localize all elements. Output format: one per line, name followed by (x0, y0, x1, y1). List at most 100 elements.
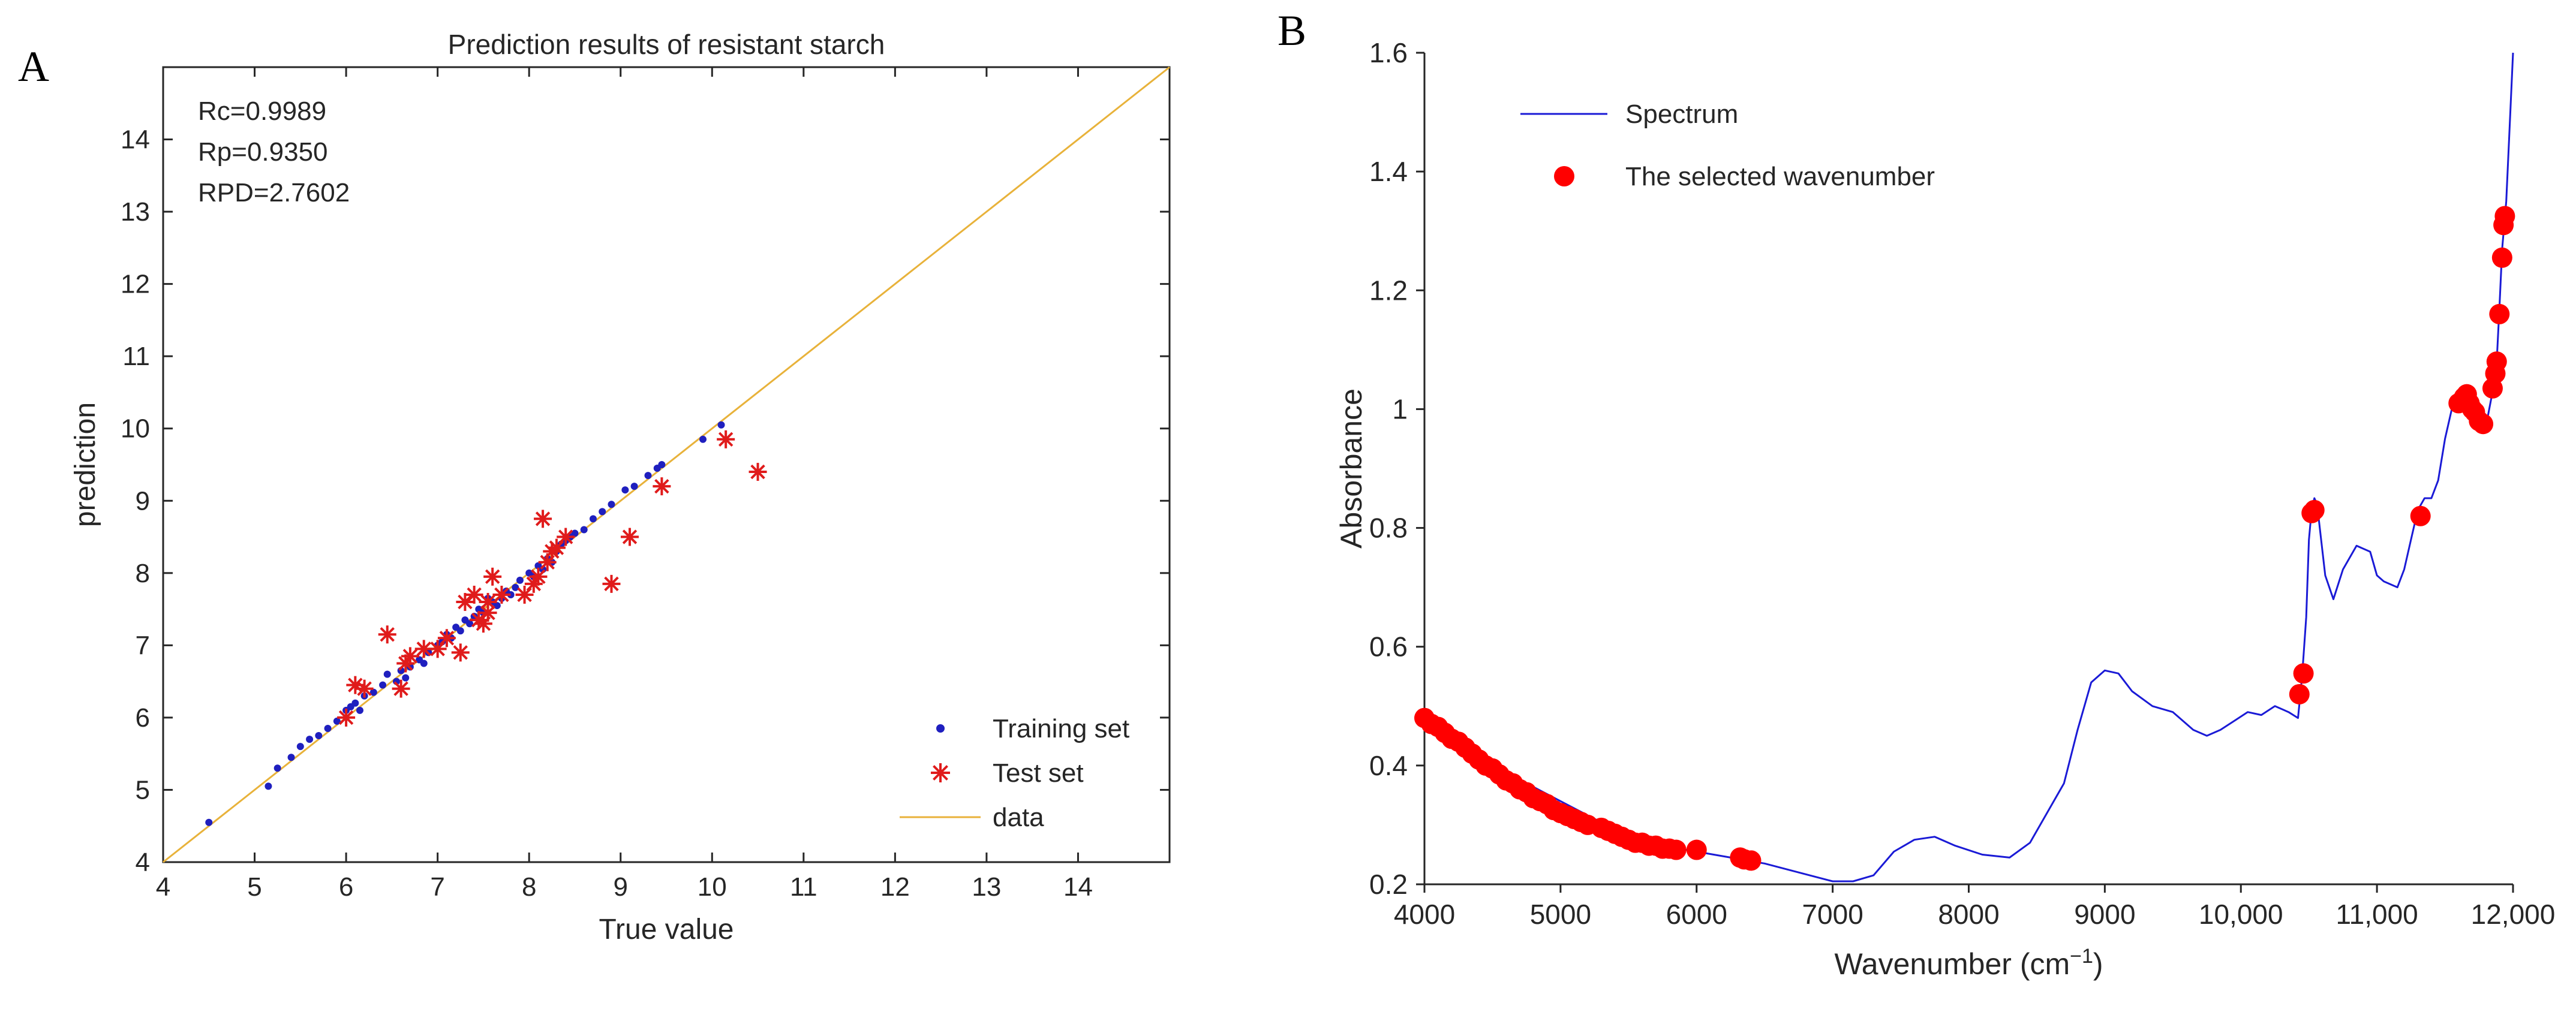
legend-marker-selected (1554, 166, 1574, 186)
point-test (378, 625, 396, 644)
point-test (653, 477, 671, 496)
point-training (599, 508, 606, 516)
y-tick-label-b: 1.6 (1369, 37, 1408, 68)
x-tick-label-b: 8000 (1938, 899, 1999, 930)
panel-label-a: A (18, 43, 49, 91)
point-test (620, 528, 639, 546)
point-selected-wavenumber (1741, 850, 1762, 871)
y-tick-label-a: 8 (136, 559, 150, 588)
legend-label-training: Training set (993, 714, 1129, 743)
x-tick-label-a: 13 (972, 872, 1001, 902)
point-test (465, 585, 483, 604)
x-tick-label-a: 12 (880, 872, 910, 902)
point-test (483, 567, 502, 586)
point-selected-wavenumber (1686, 839, 1707, 860)
point-training (699, 435, 707, 443)
point-training (456, 627, 464, 635)
x-tick-label-a: 9 (613, 872, 627, 902)
point-training (324, 724, 332, 732)
x-tick-label-a: 5 (247, 872, 261, 902)
x-axis-label-b: Wavenumber (cm−1) (1834, 945, 2103, 981)
x-tick-label-a: 8 (522, 872, 536, 902)
point-selected-wavenumber (2489, 303, 2510, 324)
x-tick-label-b: 10,000 (2199, 899, 2283, 930)
y-tick-label-a: 12 (121, 270, 150, 299)
point-training (205, 818, 213, 826)
point-training (333, 717, 341, 725)
point-training (296, 743, 304, 751)
x-tick-label-b: 7000 (1802, 899, 1863, 930)
y-tick-label-b: 0.6 (1369, 631, 1408, 662)
x-tick-label-a: 6 (339, 872, 353, 902)
point-training (351, 699, 359, 707)
point-training (466, 620, 474, 628)
x-tick-label-b: 12,000 (2471, 899, 2556, 930)
y-tick-label-a: 9 (136, 486, 150, 516)
point-training (273, 764, 281, 772)
y-tick-label-a: 10 (121, 414, 150, 444)
point-training (516, 576, 524, 584)
stat-text-a: Rp=0.9350 (198, 137, 328, 167)
point-selected-wavenumber (2491, 247, 2512, 268)
y-tick-label-b: 0.8 (1369, 513, 1408, 544)
point-selected-wavenumber (1666, 839, 1687, 860)
point-training (356, 706, 363, 714)
x-tick-label-b: 6000 (1666, 899, 1727, 930)
point-test (557, 528, 575, 546)
panel-label-b: B (1278, 7, 1307, 55)
y-tick-label-a: 6 (136, 703, 150, 733)
x-tick-label-a: 11 (790, 872, 817, 902)
point-test (717, 430, 735, 448)
point-test (396, 654, 415, 673)
point-training (580, 526, 588, 534)
y-tick-label-a: 7 (136, 631, 150, 660)
point-training (717, 421, 725, 429)
point-test (529, 567, 548, 586)
y-tick-label-a: 11 (122, 342, 150, 371)
point-selected-wavenumber (2289, 683, 2310, 704)
chart-a-prediction: 4 5 6 7 8 9 10 11 12 13 14 4 5 6 7 8 9 10 11 12 13 14 Predicti… (70, 29, 1171, 945)
point-test (392, 679, 410, 698)
legend-label-test: Test set (993, 758, 1084, 788)
point-training (621, 486, 629, 494)
y-axis-label-a: prediction (70, 402, 101, 527)
point-training (644, 472, 652, 480)
y-tick-label-a: 4 (136, 848, 150, 877)
point-test (479, 604, 497, 622)
y-tick-label-b: 1.2 (1369, 275, 1408, 306)
point-test (337, 708, 356, 727)
y-axis-label-b: Absorbance (1334, 388, 1368, 549)
y-tick-label-a: 13 (121, 197, 150, 227)
point-test (456, 593, 474, 612)
y-tick-label-a: 5 (136, 775, 150, 805)
legend-label-spectrum: Spectrum (1625, 100, 1738, 129)
chart-b-spectrum: 4000 5000 6000 7000 8000 9000 10,000 11,000 12,0… (1334, 37, 2555, 981)
point-training (264, 782, 272, 790)
point-training (589, 515, 597, 523)
x-tick-label-a: 10 (698, 872, 727, 902)
point-test (534, 510, 552, 528)
point-training (369, 688, 377, 696)
stat-text-a: Rc=0.9989 (198, 97, 326, 126)
point-training (608, 501, 615, 508)
point-test (602, 574, 621, 593)
point-training (383, 670, 391, 678)
point-training (512, 583, 519, 591)
point-test (451, 643, 470, 662)
point-selected-wavenumber (2293, 663, 2314, 684)
x-tick-label-a: 7 (430, 872, 444, 902)
point-test (437, 629, 456, 647)
y-tick-label-b: 1.4 (1369, 156, 1408, 187)
point-training (402, 674, 410, 682)
point-selected-wavenumber (2304, 499, 2325, 520)
point-training (379, 681, 387, 689)
point-test (355, 679, 374, 698)
point-selected-wavenumber (2410, 505, 2431, 526)
point-training (315, 732, 323, 740)
point-training (420, 659, 428, 667)
point-test (749, 463, 767, 481)
x-tick-label-a: 4 (156, 872, 170, 902)
point-training (493, 602, 501, 610)
stat-text-a: RPD=2.7602 (198, 178, 350, 207)
